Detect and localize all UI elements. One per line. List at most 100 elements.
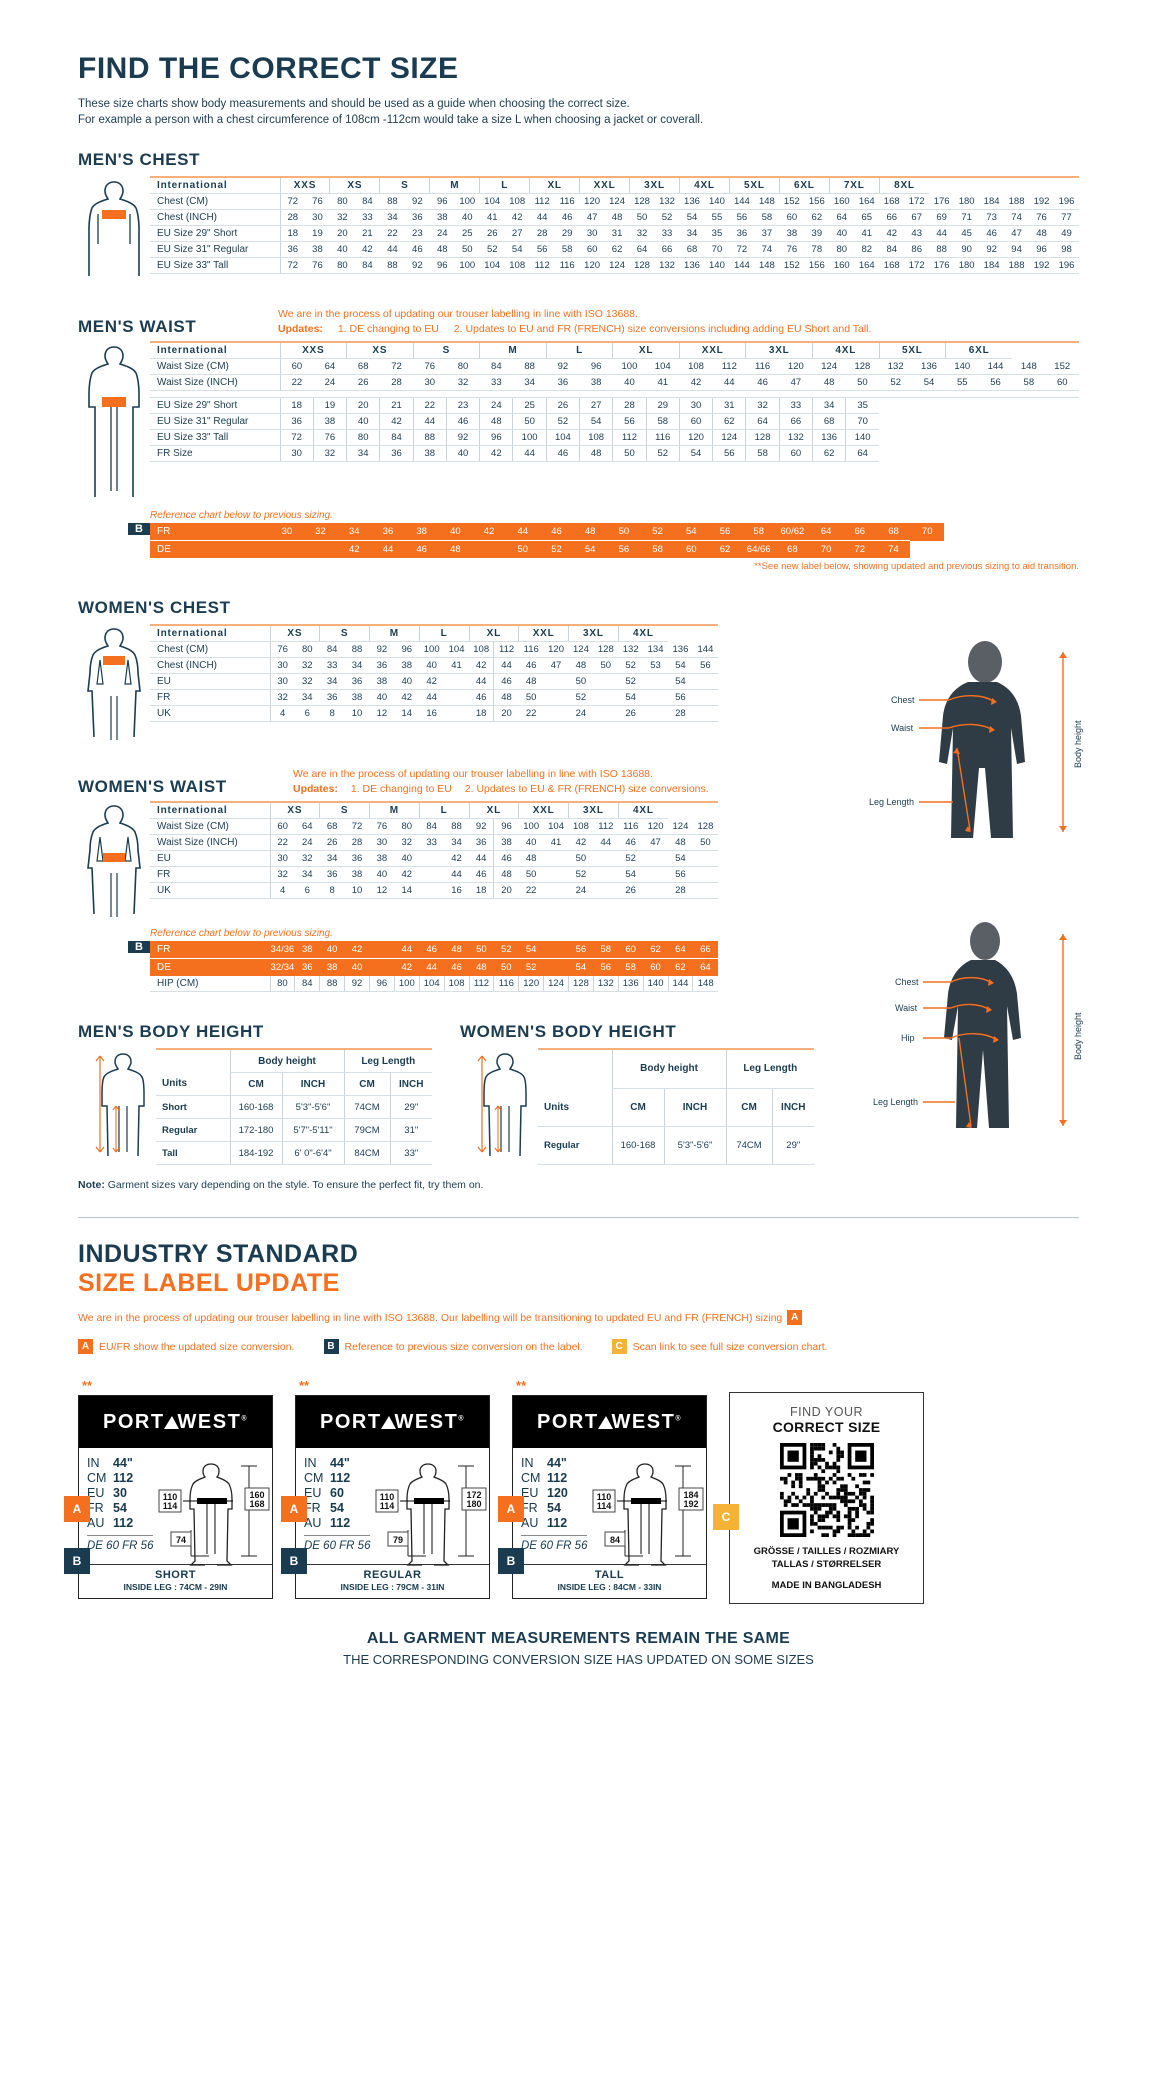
table-cell: 52	[879, 374, 913, 391]
table-cell: 92	[404, 257, 430, 274]
reference-cell: 36	[294, 958, 320, 976]
reference-cell: 68	[775, 540, 810, 558]
table-cell: 58	[645, 413, 680, 430]
model-label-waist: Waist	[891, 723, 914, 733]
table-cell: 76	[304, 193, 330, 210]
table-cell: 48	[493, 866, 519, 883]
section-divider	[78, 1217, 1079, 1218]
card-footer: SHORT INSIDE LEG : 74CM - 29IN	[79, 1564, 272, 1598]
table-cell: 23	[445, 397, 480, 414]
table-cell: 46	[445, 413, 480, 430]
section-title-womens-chest: WOMEN'S CHEST	[78, 598, 231, 617]
mens-waist-update-line1: We are in the process of updating our tr…	[278, 308, 638, 320]
table-row: EU Size 33" Tall 72 76 80 84 88 92 96 100 104 108 1…	[150, 257, 1079, 274]
table-cell: 47	[579, 209, 605, 226]
table-cell: 47	[643, 834, 668, 851]
table-cell: 96	[579, 358, 613, 375]
row-label: Chest (CM)	[150, 641, 270, 658]
table-cell: 42	[379, 413, 414, 430]
model-label-body-height-f: Body height	[1073, 1012, 1083, 1060]
table-cell: 40	[518, 834, 544, 851]
spec-value: 60	[330, 1486, 344, 1500]
reference-row-label: FR	[150, 941, 270, 959]
table-cell: 78	[804, 241, 830, 258]
table-cell: 128	[745, 429, 780, 446]
table-cell: 48	[668, 834, 693, 851]
table-cell: 40	[829, 225, 855, 242]
legend-key-a: A EU/FR show the updated size conversion.	[78, 1339, 295, 1354]
reference-cell: 64	[668, 941, 693, 959]
table-cell: 27	[504, 225, 530, 242]
chip-a-card: A	[64, 1496, 90, 1522]
table-cell	[543, 705, 569, 722]
table-cell: 120	[518, 976, 544, 992]
table-cell: 40	[454, 209, 480, 226]
womens-waist-reference-table: FR 34/36 38 40 42 44 46 48 50 52 54 56 58 60 62 64 66 DE 3…	[150, 941, 718, 976]
table-cell: 32	[629, 225, 655, 242]
mens-body-height-block: MEN'S BODY HEIGHT Body height Leg Length U…	[78, 1022, 433, 1165]
table-cell: 148	[754, 193, 780, 210]
table-cell: 30	[369, 834, 395, 851]
table-cell: 48	[604, 209, 630, 226]
table-cell: 84	[354, 257, 380, 274]
table-cell: 96	[1029, 241, 1055, 258]
intro-line-2: For example a person with a chest circum…	[78, 114, 704, 126]
reference-cell: 42	[344, 941, 370, 959]
spec-key: FR	[521, 1501, 538, 1515]
table-cell: 48	[479, 413, 513, 430]
table-cell: 80	[294, 641, 320, 658]
table-cell: 52	[618, 850, 644, 867]
table-cell	[543, 850, 569, 867]
table-cell: 56	[668, 866, 693, 883]
svg-text:79: 79	[393, 1535, 403, 1545]
chip-a-lead: A	[787, 1310, 803, 1325]
chip-b-card: B	[64, 1548, 90, 1574]
garment-note: Note: Garment sizes vary depending on th…	[78, 1179, 1079, 1191]
table-cell: 34	[294, 866, 320, 883]
bh-col-header: Units	[538, 1088, 613, 1127]
size-header-m: M	[429, 177, 480, 194]
table-cell: 72	[279, 429, 314, 446]
table-cell: 33	[778, 397, 813, 414]
spec-key: FR	[304, 1501, 321, 1515]
table-cell: 36	[344, 673, 370, 690]
qr-code-icon[interactable]	[779, 1443, 874, 1537]
card-spec-area: IN 44" CM 112 EU 60 FR 54 AU 112 DE 60 FR 56 110 114…	[296, 1448, 489, 1566]
reference-cell: 34/36	[270, 941, 295, 959]
card-body-wrapper: PORT WEST® IN 44" CM 112 EU 30 FR 54 AU 112 DE 60 FR…	[78, 1395, 273, 1599]
bh-cell: 5'7"-5'11"	[281, 1118, 344, 1143]
size-header-xxs: XXS	[279, 342, 347, 359]
table-cell	[419, 882, 445, 899]
table-cell: 58	[554, 241, 580, 258]
table-cell: 54	[678, 445, 713, 462]
page-title: FIND THE CORRECT SIZE	[78, 52, 459, 85]
table-cell: 124	[668, 818, 693, 835]
size-header-xxl: XXL	[518, 802, 569, 819]
table-cell: 76	[369, 818, 395, 835]
table-cell: 20	[346, 397, 380, 414]
table-cell: 33	[654, 225, 680, 242]
table-cell: 180	[954, 193, 980, 210]
brand-bar: PORT WEST®	[296, 1396, 489, 1448]
qr-card: FIND YOUR CORRECT SIZE GRÖSSE / TAILLES / …	[729, 1392, 924, 1604]
table-cell: 36	[279, 241, 305, 258]
table-cell: 36	[546, 374, 580, 391]
table-cell: 60	[779, 209, 805, 226]
table-cell: 80	[329, 257, 355, 274]
table-cell	[419, 850, 445, 867]
spec-row: CM 112	[304, 1471, 370, 1486]
reference-cell: 66	[842, 523, 877, 541]
reference-cell: 68	[876, 523, 911, 541]
mens-chest-block: International XXS XS S M L XL XXL 3XL 4XL 5XL 6XL 7X…	[78, 176, 1079, 285]
table-cell: 44	[379, 241, 405, 258]
table-cell: 14	[394, 705, 420, 722]
garment-note-text: Garment sizes vary depending on the styl…	[104, 1179, 484, 1191]
table-cell	[692, 882, 718, 899]
svg-text:114: 114	[163, 1501, 178, 1511]
size-header-3xl: 3XL	[568, 802, 619, 819]
row-label: HIP (CM)	[150, 976, 270, 992]
table-cell: 35	[845, 397, 880, 414]
size-header-s: S	[412, 342, 480, 359]
spec-key: CM	[87, 1471, 107, 1485]
